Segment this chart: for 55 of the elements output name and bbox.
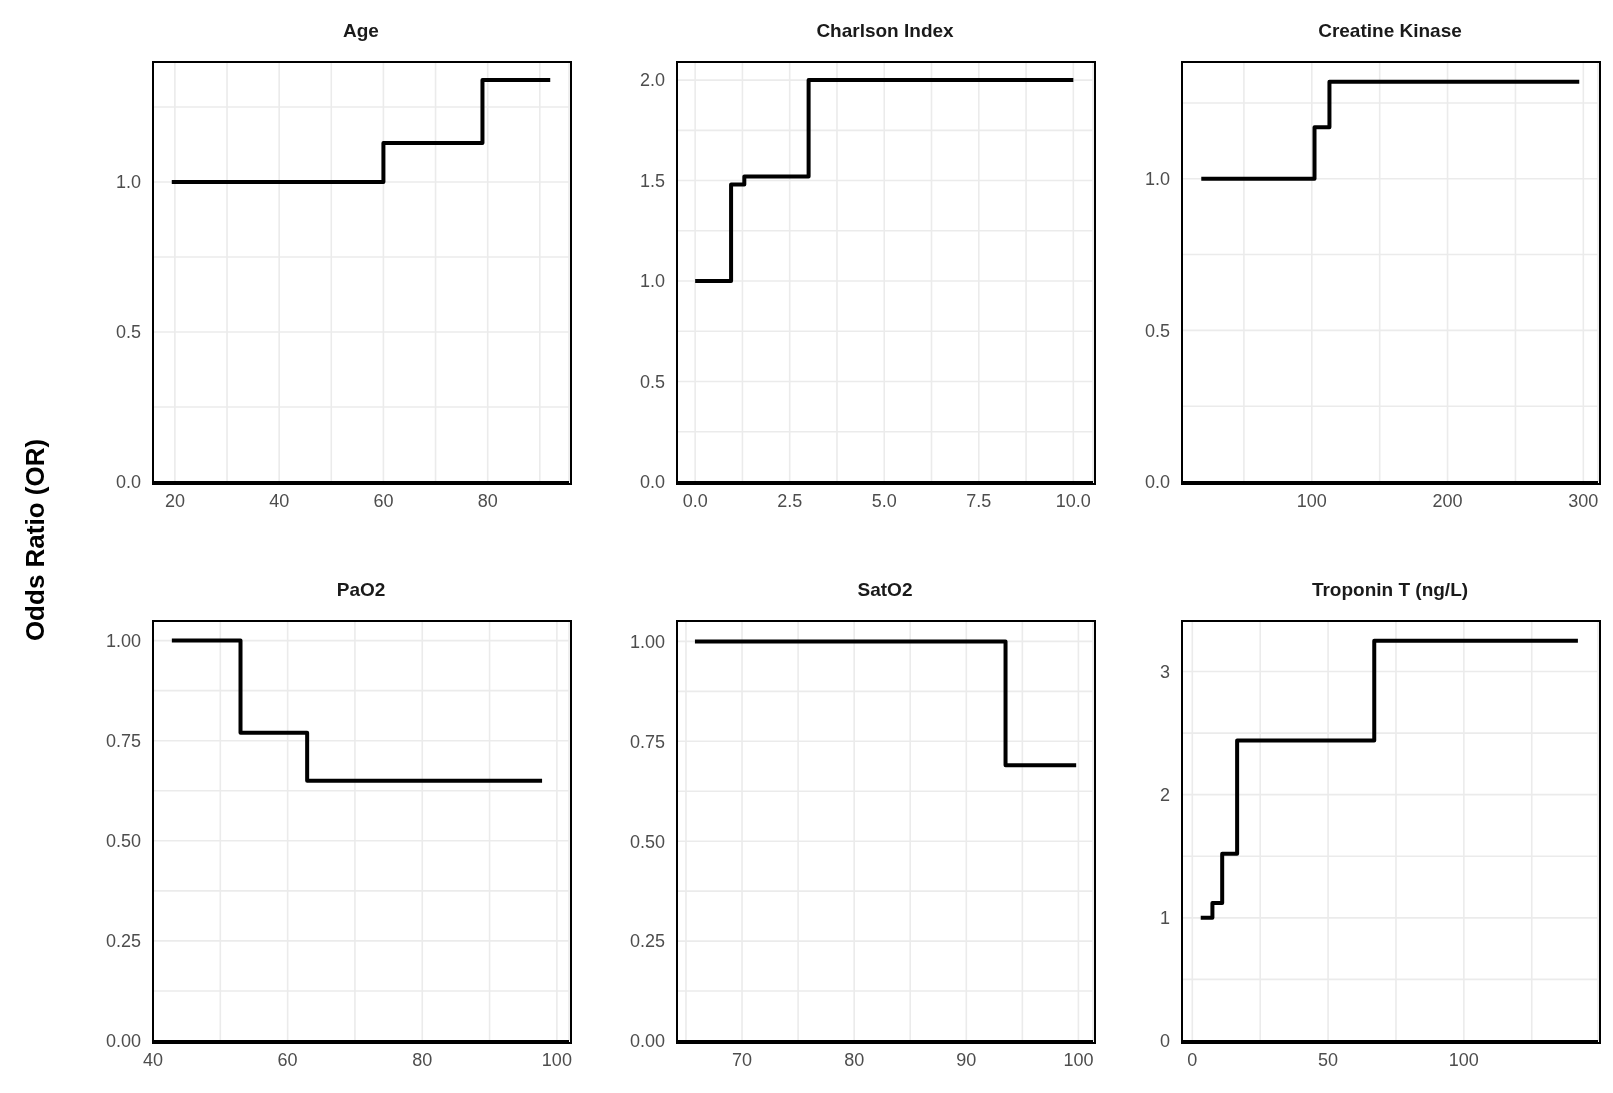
chart-title: Creatine Kinase <box>1317 20 1463 42</box>
x-tick-label: 0 <box>1187 1049 1198 1070</box>
x-tick-label: 80 <box>412 1049 433 1070</box>
x-tick-label: 100 <box>1296 490 1327 511</box>
y-tick-label: 1.0 <box>115 172 141 193</box>
x-tick-label: 100 <box>1448 1049 1479 1070</box>
y-tick-label: 3 <box>1159 661 1170 682</box>
x-tick-label: 10.0 <box>1055 490 1091 511</box>
x-tick-label: 100 <box>1063 1049 1094 1070</box>
y-tick-label: 0.25 <box>105 931 141 952</box>
x-tick-label: 7.5 <box>966 490 992 511</box>
x-tick-label: 5.0 <box>871 490 897 511</box>
y-tick-label: 0.75 <box>105 731 141 752</box>
y-tick-label: 1.0 <box>1144 169 1170 190</box>
x-tick-label: 20 <box>164 490 185 511</box>
chart-title: SatO2 <box>856 579 914 601</box>
y-tick-label: 0.5 <box>1144 320 1170 341</box>
y-tick-label: 0.5 <box>115 322 141 343</box>
y-tick-label: 0.0 <box>115 472 141 493</box>
x-tick-label: 80 <box>477 490 498 511</box>
x-tick-label: 60 <box>277 1049 298 1070</box>
x-tick-label: 40 <box>142 1049 164 1070</box>
y-tick-label: 2.0 <box>639 70 665 91</box>
chart-title: Charlson Index <box>815 20 955 42</box>
y-tick-label: 0.50 <box>629 831 665 852</box>
y-tick-label: 2 <box>1159 785 1170 806</box>
y-tick-label: 1.00 <box>105 631 141 652</box>
x-tick-label: 70 <box>732 1049 753 1070</box>
y-tick-label: 0.75 <box>629 731 665 752</box>
y-tick-label: 0 <box>1159 1031 1170 1052</box>
y-tick-label: 0.00 <box>629 1031 665 1052</box>
x-tick-label: 50 <box>1318 1049 1339 1070</box>
x-tick-label: 80 <box>844 1049 865 1070</box>
x-tick-label: 100 <box>541 1049 572 1070</box>
x-tick-label: 200 <box>1432 490 1463 511</box>
chart-title: Troponin T (ng/L) <box>1310 579 1470 601</box>
y-tick-label: 1 <box>1159 908 1170 929</box>
x-tick-label: 2.5 <box>777 490 803 511</box>
y-tick-label: 0.00 <box>105 1031 141 1052</box>
x-tick-label: 60 <box>373 490 394 511</box>
x-tick-label: 90 <box>956 1049 977 1070</box>
chart-title: PaO2 <box>335 579 387 601</box>
y-tick-label: 0.0 <box>1144 472 1170 493</box>
y-tick-label: 1.5 <box>639 170 665 191</box>
x-tick-label: 40 <box>269 490 290 511</box>
y-tick-label: 0.25 <box>629 931 665 952</box>
y-tick-label: 0.0 <box>639 472 665 493</box>
y-tick-label: 0.5 <box>639 371 665 392</box>
y-tick-label: 0.50 <box>105 831 141 852</box>
y-tick-label: 1.00 <box>629 631 665 652</box>
x-tick-label: 0.0 <box>682 490 708 511</box>
chart-title: Age <box>342 20 380 42</box>
y-axis-title: Odds Ratio (OR) <box>19 438 51 642</box>
x-tick-label: 300 <box>1568 490 1599 511</box>
y-tick-label: 1.0 <box>639 271 665 292</box>
